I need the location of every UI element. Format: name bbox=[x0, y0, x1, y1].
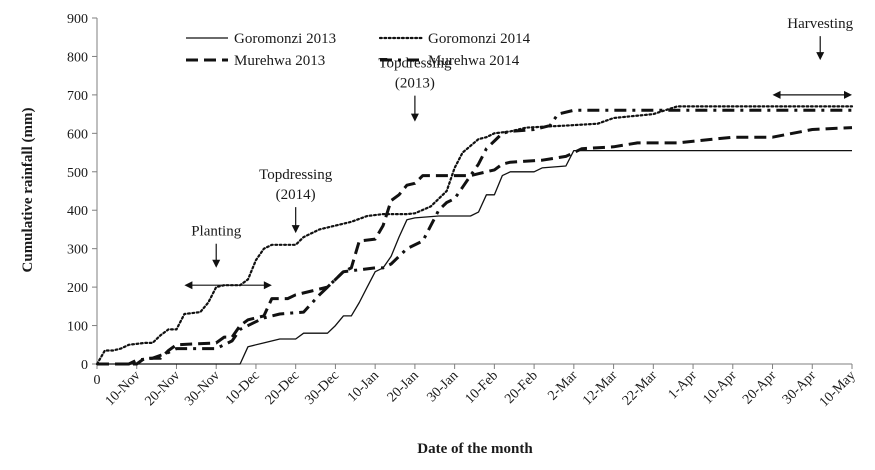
x-tick-label: 30-Dec bbox=[303, 368, 343, 408]
x-tick-label: 0 bbox=[94, 373, 101, 388]
y-tick-label: 0 bbox=[81, 358, 88, 373]
x-tick-label: 30-Apr bbox=[780, 368, 819, 407]
x-tick-label: 20-Apr bbox=[740, 368, 779, 407]
arrow-right-icon bbox=[263, 281, 272, 290]
legend-label: Murehwa 2013 bbox=[234, 53, 325, 69]
arrow-head-icon bbox=[816, 52, 825, 61]
x-tick-label: 20-Jan bbox=[385, 368, 422, 405]
arrow-right-icon bbox=[844, 90, 852, 99]
legend: Goromonzi 2013 Goromonzi 2014 Murehwa 2013… bbox=[186, 31, 531, 69]
y-tick-label: 400 bbox=[67, 204, 88, 219]
series-line-1 bbox=[97, 149, 852, 365]
y-tick-label: 300 bbox=[67, 243, 88, 258]
annotation-sublabel: (2014) bbox=[276, 187, 316, 203]
legend-label: Goromonzi 2014 bbox=[428, 31, 531, 47]
annotation-sublabel: (2013) bbox=[395, 76, 435, 92]
x-tick-label: 30-Nov bbox=[182, 368, 223, 409]
y-tick-label: 200 bbox=[67, 281, 88, 296]
y-tick-label: 900 bbox=[67, 12, 88, 27]
x-tick-label: 2-Mar bbox=[545, 368, 581, 404]
legend-label: Murehwa 2014 bbox=[428, 53, 520, 69]
annotations: Planting Topdressing (2014) Topdressing (201… bbox=[184, 16, 854, 290]
legend-label: Goromonzi 2013 bbox=[234, 31, 336, 47]
arrow-head-icon bbox=[291, 225, 300, 234]
x-tick-label: 30-Jan bbox=[424, 368, 461, 405]
series-lines bbox=[95, 105, 854, 366]
x-tick-label: 20-Feb bbox=[502, 368, 541, 407]
series-line-3 bbox=[97, 126, 853, 366]
series-line-4 bbox=[97, 108, 852, 366]
y-tick-label: 500 bbox=[67, 166, 88, 181]
annotation-label: Topdressing bbox=[378, 56, 452, 72]
annotation-label: Topdressing bbox=[259, 167, 333, 183]
x-tick-label: 22-Mar bbox=[620, 368, 661, 409]
y-tick-label: 800 bbox=[67, 50, 88, 65]
arrow-left-icon bbox=[184, 281, 193, 290]
annotation-label: Harvesting bbox=[787, 16, 853, 32]
x-tick-label: 10-Apr bbox=[700, 368, 739, 407]
x-tick-label: 10-Dec bbox=[223, 368, 263, 408]
y-tick-label: 700 bbox=[67, 89, 88, 104]
x-tick-label: 20-Nov bbox=[142, 368, 183, 409]
x-tick-label: 10-Feb bbox=[463, 368, 502, 407]
arrow-head-icon bbox=[410, 113, 419, 122]
annotation-label: Planting bbox=[191, 224, 242, 240]
x-tick-label: 12-Mar bbox=[580, 368, 621, 409]
x-tick-label: 1-Apr bbox=[666, 368, 700, 402]
y-tick-label: 100 bbox=[67, 320, 88, 335]
arrow-left-icon bbox=[772, 90, 781, 99]
x-tick-label: 20-Dec bbox=[263, 368, 303, 408]
y-axis-title: Cumulative rainfall (mm) bbox=[20, 108, 36, 273]
x-tick-label: 10-May bbox=[817, 368, 859, 410]
y-tick-label: 600 bbox=[67, 127, 88, 142]
x-tick-label: 10-Jan bbox=[345, 368, 382, 405]
arrow-head-icon bbox=[212, 259, 221, 268]
x-tick-label: 10-Nov bbox=[103, 368, 144, 409]
x-axis-title: Date of the month bbox=[417, 441, 533, 457]
